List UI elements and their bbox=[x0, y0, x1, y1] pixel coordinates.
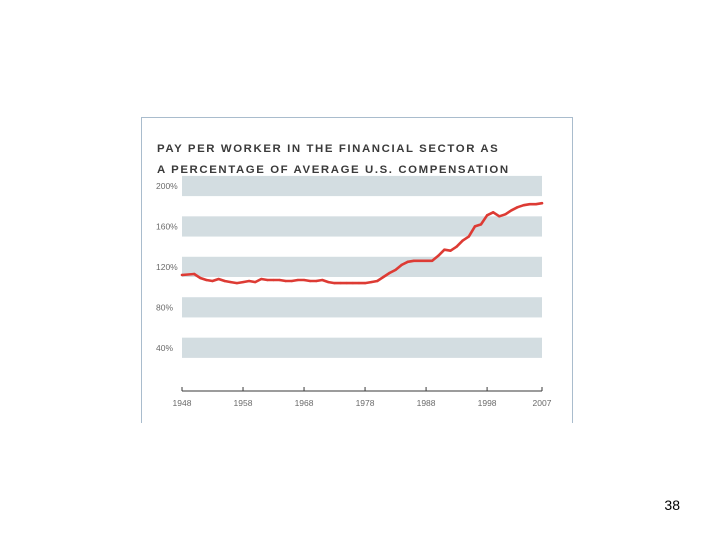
data-point bbox=[180, 273, 184, 277]
grid-band-0 bbox=[182, 337, 542, 358]
x-tick-label: 1998 bbox=[478, 398, 497, 408]
x-tick-label: 1968 bbox=[295, 398, 314, 408]
data-point bbox=[522, 204, 525, 207]
data-point bbox=[516, 206, 519, 209]
data-point bbox=[217, 277, 220, 281]
data-point bbox=[528, 203, 531, 206]
data-point bbox=[247, 279, 251, 283]
data-point bbox=[412, 259, 416, 263]
data-point bbox=[199, 276, 202, 280]
data-point bbox=[351, 281, 355, 285]
data-point bbox=[504, 213, 507, 216]
data-point bbox=[424, 259, 428, 263]
data-point bbox=[321, 278, 324, 282]
data-point bbox=[254, 280, 257, 284]
data-point bbox=[388, 271, 391, 275]
data-point bbox=[418, 259, 422, 263]
data-point bbox=[510, 209, 513, 212]
data-point bbox=[235, 281, 239, 285]
data-point bbox=[315, 279, 318, 283]
data-point bbox=[308, 279, 312, 283]
y-tick-label: 40% bbox=[156, 343, 173, 353]
data-point bbox=[193, 272, 196, 276]
data-point bbox=[302, 278, 306, 282]
grid-band-3 bbox=[182, 216, 542, 237]
data-point bbox=[443, 248, 446, 251]
data-point bbox=[266, 278, 269, 282]
grid-band-4 bbox=[182, 175, 542, 197]
data-point bbox=[461, 239, 464, 242]
x-tick-label: 1948 bbox=[173, 398, 192, 408]
data-point bbox=[534, 203, 538, 206]
grid-bands bbox=[182, 175, 542, 358]
data-point bbox=[211, 279, 214, 283]
series-group bbox=[180, 201, 544, 285]
data-point bbox=[498, 215, 501, 218]
y-axis-tick-labels: 40% 80% 120% 160% 200% bbox=[156, 181, 178, 353]
data-point bbox=[437, 254, 440, 257]
chart-frame: PAY PER WORKER IN THE FINANCIAL SECTOR A… bbox=[141, 117, 573, 423]
grid-band-1 bbox=[182, 297, 542, 318]
data-point bbox=[260, 277, 263, 281]
data-point bbox=[290, 279, 294, 283]
data-point bbox=[479, 223, 483, 226]
x-tick-label: 2007 bbox=[533, 398, 552, 408]
page-number: 38 bbox=[664, 497, 680, 513]
x-axis: 1948 1958 1968 1978 1988 1998 2007 bbox=[173, 387, 552, 408]
data-point bbox=[229, 280, 233, 284]
data-point bbox=[327, 280, 330, 284]
chart-title-line-2: A PERCENTAGE OF AVERAGE U.S. COMPENSATIO… bbox=[157, 164, 510, 176]
data-point bbox=[333, 281, 336, 285]
data-point bbox=[345, 281, 348, 285]
x-tick-label: 1958 bbox=[234, 398, 253, 408]
grid-band-2 bbox=[182, 256, 542, 277]
data-point bbox=[278, 278, 281, 282]
data-point bbox=[449, 249, 452, 252]
data-point bbox=[296, 278, 300, 282]
data-point bbox=[376, 279, 379, 283]
data-point bbox=[485, 214, 489, 217]
data-point bbox=[284, 279, 287, 283]
data-point bbox=[272, 278, 275, 282]
chart-title-line-1: PAY PER WORKER IN THE FINANCIAL SECTOR A… bbox=[157, 143, 499, 155]
data-point bbox=[357, 281, 361, 285]
data-point bbox=[400, 263, 403, 267]
chart: PAY PER WORKER IN THE FINANCIAL SECTOR A… bbox=[156, 143, 552, 408]
x-tick-label: 1988 bbox=[417, 398, 436, 408]
data-point bbox=[363, 281, 367, 285]
data-point bbox=[205, 278, 208, 282]
y-tick-label: 160% bbox=[156, 221, 178, 231]
data-point bbox=[491, 211, 495, 214]
x-tick-label: 1978 bbox=[356, 398, 375, 408]
data-point bbox=[540, 201, 544, 205]
data-point bbox=[369, 280, 373, 284]
y-tick-label: 80% bbox=[156, 302, 173, 312]
data-point bbox=[394, 268, 397, 272]
y-tick-label: 200% bbox=[156, 181, 178, 191]
data-point bbox=[467, 235, 470, 238]
data-point bbox=[241, 280, 245, 284]
y-tick-label: 120% bbox=[156, 262, 178, 272]
data-point bbox=[223, 279, 226, 283]
data-point bbox=[406, 260, 409, 264]
data-point bbox=[339, 281, 342, 285]
data-point bbox=[455, 245, 458, 248]
data-point bbox=[430, 259, 434, 263]
data-point bbox=[382, 275, 385, 279]
data-point bbox=[473, 225, 477, 228]
